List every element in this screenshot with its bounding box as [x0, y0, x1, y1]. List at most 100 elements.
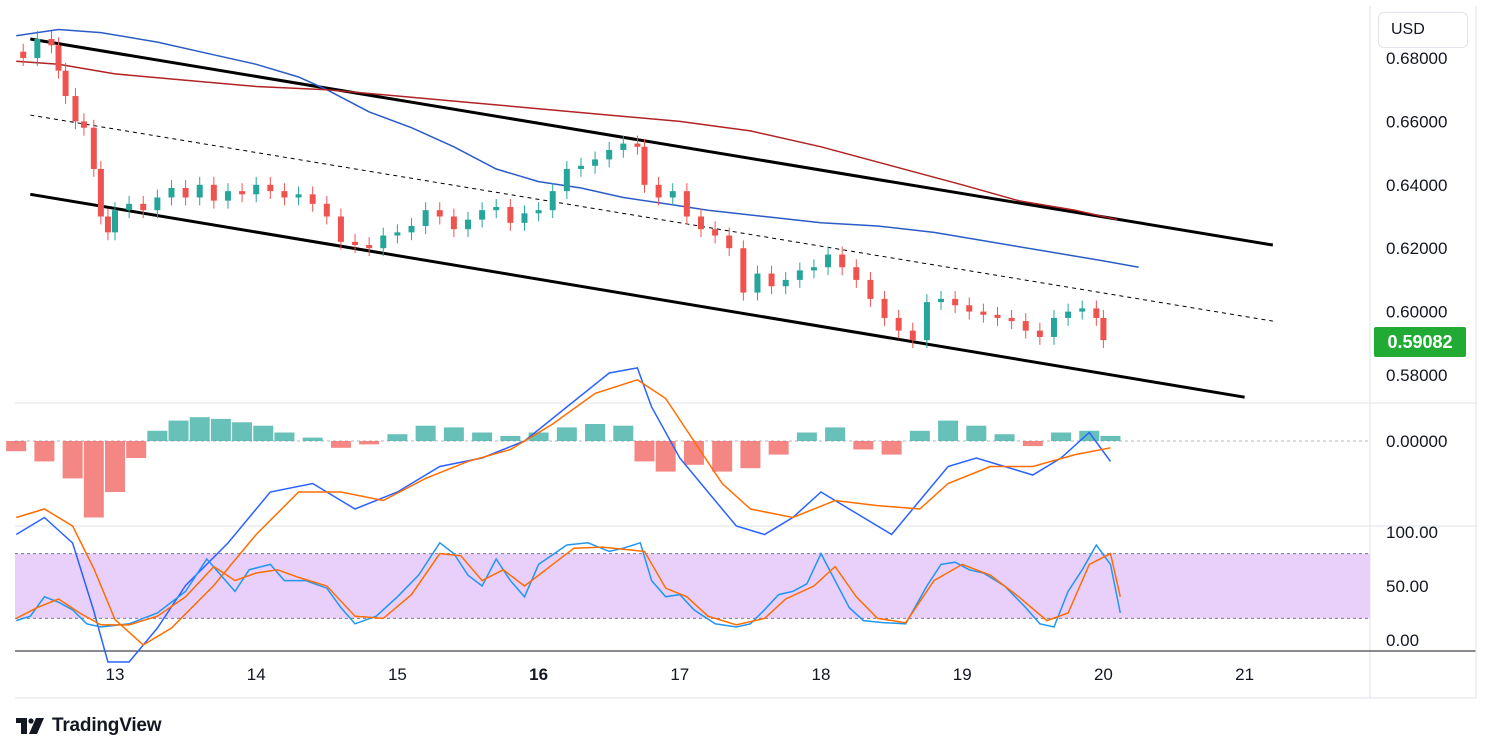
- macd-histogram-bar: [655, 441, 676, 472]
- time-tick-label: 18: [812, 665, 831, 684]
- candle-body: [72, 96, 79, 122]
- candle-body: [549, 191, 556, 211]
- currency-button[interactable]: USD: [1378, 12, 1468, 48]
- candle-body: [1008, 317, 1015, 322]
- price-tick-label: 0.64000: [1386, 176, 1447, 195]
- candle-body: [323, 203, 330, 217]
- candle-body: [669, 191, 676, 198]
- candle-body: [48, 38, 55, 46]
- time-tick-label: 21: [1235, 665, 1254, 684]
- channel-line-2: [30, 114, 1273, 322]
- macd-histogram-bar: [796, 432, 817, 441]
- candle-body: [1100, 317, 1107, 341]
- macd-histogram-bar: [232, 422, 253, 441]
- price-axis[interactable]: 0.68000 0.66000 0.64000 0.62000 0.60000 0.580…: [1386, 49, 1447, 650]
- price-tick-label: 0.62000: [1386, 239, 1447, 258]
- tradingview-wordmark: TradingView: [52, 715, 162, 736]
- candle-body: [994, 314, 1001, 318]
- candle-body: [577, 165, 584, 169]
- candle-body: [923, 302, 930, 341]
- candle-body: [881, 298, 888, 318]
- candle-body: [980, 311, 987, 315]
- tradingview-logo-icon: [16, 718, 44, 734]
- candle-body: [1065, 311, 1072, 318]
- candle-body: [782, 279, 789, 287]
- candle-body: [295, 194, 302, 198]
- price-tick-label: 0.60000: [1386, 303, 1447, 322]
- candle-body: [683, 191, 690, 217]
- macd-line: [15, 367, 1112, 663]
- macd-histogram-bar: [881, 441, 902, 455]
- macd-histogram-bar: [210, 418, 231, 441]
- macd-histogram-bar: [472, 432, 493, 441]
- macd-histogram-bar: [359, 441, 380, 445]
- candle-body: [97, 168, 104, 217]
- macd-histogram-bar: [126, 441, 147, 458]
- candle-body: [154, 197, 161, 211]
- candle-body: [450, 216, 457, 230]
- candle-body: [697, 216, 704, 230]
- candle-body: [966, 305, 973, 312]
- candle-body: [267, 184, 274, 192]
- macd-histogram-bar: [147, 430, 168, 441]
- time-tick-label: 19: [953, 665, 972, 684]
- stochastic-tick-label: 50.00: [1386, 577, 1429, 596]
- candle-body: [535, 210, 542, 214]
- candle-body: [239, 191, 246, 195]
- candle-body: [422, 210, 429, 227]
- macd-histogram-bar: [189, 417, 210, 441]
- macd-histogram-bar: [909, 430, 930, 441]
- candle-body: [1036, 330, 1043, 337]
- time-tick-label: 14: [247, 665, 266, 684]
- time-axis[interactable]: 13 14 15 16 17 18 19 20 21: [106, 665, 1255, 684]
- macd-histogram-bar: [768, 441, 789, 455]
- macd-histogram-bar: [83, 441, 104, 518]
- candles: [20, 31, 1107, 349]
- macd-histogram-bar: [994, 434, 1015, 441]
- candle-body: [90, 127, 97, 169]
- time-tick-label: 20: [1094, 665, 1113, 684]
- price-tick-label: 0.68000: [1386, 49, 1447, 68]
- price-pane: [16, 28, 1274, 399]
- candle-body: [465, 219, 471, 230]
- macd-histogram-bar: [302, 437, 323, 441]
- macd-histogram-bar: [330, 441, 351, 448]
- macd-histogram-bar: [415, 425, 436, 441]
- candle-body: [380, 235, 387, 249]
- candle-body: [1050, 317, 1057, 337]
- candle-body: [408, 226, 415, 233]
- candle-body: [104, 216, 111, 233]
- candle-body: [952, 298, 959, 306]
- macd-histogram-bar: [62, 441, 83, 479]
- candle-body: [825, 254, 832, 268]
- macd-tick-label: 0.00000: [1386, 432, 1447, 451]
- macd-histogram-bar: [387, 434, 408, 441]
- last-price-tag: 0.59082: [1374, 327, 1466, 357]
- macd-histogram-bar: [1022, 441, 1043, 447]
- candle-body: [493, 206, 500, 211]
- candle-body: [168, 187, 175, 198]
- candle-body: [521, 213, 528, 223]
- time-tick-label: 16: [529, 665, 548, 684]
- macd-histogram-bar: [825, 427, 846, 441]
- candle-body: [895, 317, 902, 331]
- candle-body: [641, 146, 648, 185]
- time-tick-label: 15: [388, 665, 407, 684]
- candle-body: [726, 235, 733, 249]
- candle-body: [112, 210, 118, 233]
- macd-histogram-bar: [613, 425, 634, 441]
- moving-average-1: [16, 60, 1118, 221]
- candle-body: [196, 184, 203, 198]
- macd-histogram-bar: [853, 441, 874, 450]
- stochastic-d-line: [15, 546, 1122, 626]
- candle-body: [620, 143, 627, 150]
- candle-body: [20, 51, 27, 58]
- tradingview-logo[interactable]: TradingView: [16, 712, 162, 740]
- candle-body: [55, 45, 62, 71]
- candle-body: [768, 273, 775, 287]
- candle-body: [352, 241, 359, 246]
- macd-histogram-bar: [634, 441, 655, 462]
- macd-histogram-bar: [1079, 430, 1100, 441]
